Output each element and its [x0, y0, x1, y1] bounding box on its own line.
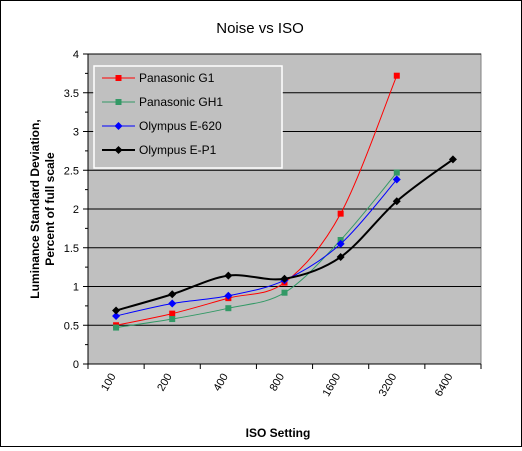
data-point: [169, 316, 176, 323]
data-point: [224, 291, 233, 300]
y-tick-label: 3.5: [64, 88, 79, 100]
legend-item: Panasonic G1: [102, 71, 215, 85]
x-axis-label: ISO Setting: [246, 426, 311, 440]
legend-label: Olympus E-P1: [139, 143, 217, 157]
data-point: [393, 169, 400, 176]
data-point: [169, 310, 176, 317]
legend-swatch-marker: [115, 99, 122, 105]
x-tick-label: 100: [99, 372, 119, 394]
legend-swatch-marker: [115, 75, 122, 81]
legend-item: Panasonic GH1: [102, 95, 223, 109]
legend-label: Panasonic GH1: [139, 95, 223, 109]
data-point: [112, 306, 121, 315]
legend-item: Olympus E-P1: [102, 143, 217, 157]
y-tick-label: 2: [73, 204, 79, 216]
y-axis-label: Luminance Standard Deviation, Percent of…: [28, 119, 57, 298]
data-point: [392, 197, 401, 206]
data-point: [225, 305, 232, 312]
y-tick-label: 2.5: [64, 165, 79, 177]
legend: Panasonic G1 Panasonic GH1 Olympus E-620 Ol…: [93, 65, 283, 169]
x-tick-label: 400: [211, 372, 231, 394]
legend-label: Olympus E-620: [139, 119, 222, 133]
y-tick-label: 0.5: [64, 320, 79, 332]
data-point: [392, 175, 401, 184]
y-tick-label: 0: [73, 359, 79, 371]
gridlines: [88, 53, 481, 326]
y-tick-label: 4: [73, 49, 79, 61]
data-point: [168, 299, 177, 308]
legend-swatch-marker: [114, 146, 123, 154]
data-point: [448, 155, 457, 164]
x-tick-label: 6400: [433, 372, 456, 399]
y-axis-ticks: 0 0.5 1 1.5 2 2.5 3 3.5 4: [64, 49, 88, 371]
x-tick-label: 800: [268, 372, 288, 394]
x-tick-label: 200: [155, 372, 175, 394]
data-point: [336, 253, 345, 262]
series-3: [112, 155, 457, 315]
legend-swatch-marker: [114, 122, 123, 130]
x-tick-label: 1600: [321, 372, 344, 399]
data-point: [113, 324, 120, 331]
x-tick-label: 3200: [377, 372, 400, 399]
data-point: [393, 72, 400, 79]
data-point: [168, 290, 177, 299]
series-group: [112, 72, 457, 331]
data-point: [281, 289, 288, 296]
data-point: [112, 311, 121, 320]
x-axis-ticks: 100 200 400 800 1600 3200 6400: [87, 364, 482, 399]
data-point: [280, 274, 289, 283]
y-tick-label: 1.5: [64, 243, 79, 255]
data-point: [336, 239, 345, 248]
y-axis-label-line-2: Percent of full scale: [43, 152, 57, 266]
y-tick-label: 3: [73, 127, 79, 139]
y-tick-label: 1: [73, 282, 79, 294]
data-point: [224, 271, 233, 280]
chart-title: Noise vs ISO: [216, 20, 304, 37]
data-point: [337, 210, 344, 217]
legend-item: Olympus E-620: [102, 119, 222, 133]
legend-label: Panasonic G1: [139, 71, 215, 85]
y-axis-label-line-1: Luminance Standard Deviation,: [28, 119, 42, 298]
